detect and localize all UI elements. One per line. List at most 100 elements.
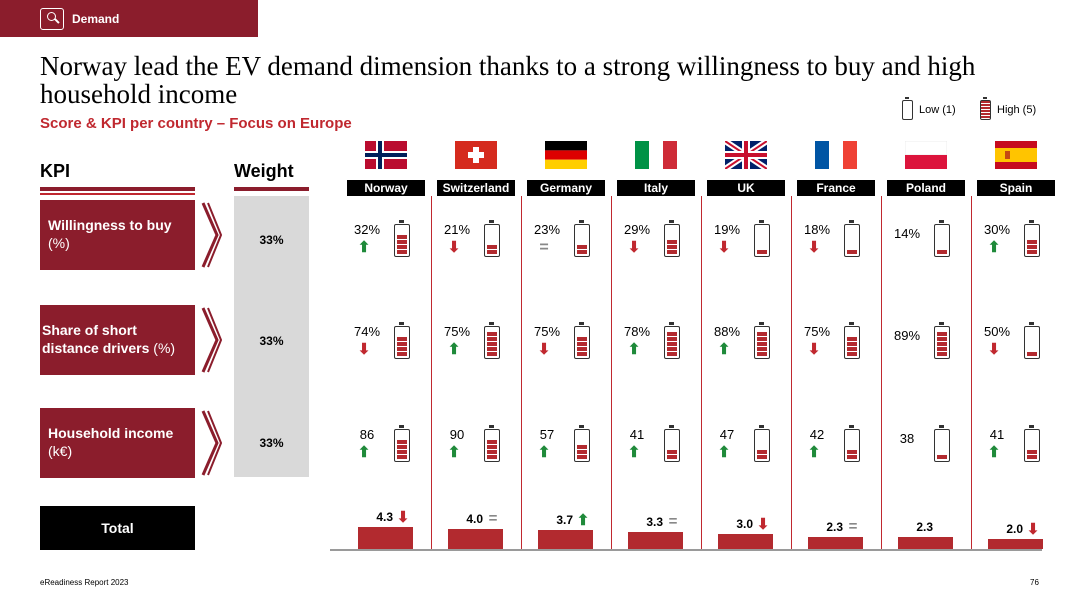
- battery-score-icon: [844, 322, 860, 359]
- battery-score-icon: [844, 425, 860, 462]
- page-title: Norway lead the EV demand dimension than…: [40, 51, 976, 109]
- legend-high: High (5): [980, 97, 1037, 120]
- spain-flag-icon: [995, 141, 1037, 169]
- battery-score-icon: [574, 425, 590, 462]
- trend-up-icon: ⬆: [717, 341, 731, 358]
- trend-up-icon: ⬆: [447, 341, 461, 358]
- search-person-icon: [40, 7, 64, 30]
- poland-flag-icon: [905, 141, 947, 169]
- trend-down-icon: ⬇: [1026, 521, 1040, 538]
- trend-down-icon: ⬇: [987, 341, 1001, 358]
- weight-value: 33%: [259, 233, 284, 247]
- battery-score-icon: [1024, 220, 1040, 257]
- trend-down-icon: ⬇: [756, 516, 770, 533]
- uk-flag-icon: [725, 141, 767, 169]
- norway-flag-icon: [365, 141, 407, 169]
- battery-score-icon: [574, 220, 590, 257]
- kpi-value: 41: [629, 427, 645, 442]
- country-header-switzerland: Switzerland: [437, 180, 515, 196]
- battery-score-icon: [934, 220, 950, 257]
- kpi-value: 86: [359, 427, 375, 442]
- total-bar: [448, 529, 503, 549]
- column-separator: [431, 196, 432, 550]
- total-value-label: 2.0: [1006, 522, 1023, 536]
- kpi-value: 50%: [983, 324, 1011, 339]
- total-value-label: 4.3: [376, 510, 393, 524]
- country-header-spain: Spain: [977, 180, 1055, 196]
- germany-flag-icon: [545, 141, 587, 169]
- kpi-value: 47: [719, 427, 735, 442]
- total-bar: [358, 527, 413, 549]
- trend-up-icon: ⬆: [717, 444, 731, 461]
- kpi-value: 75%: [803, 324, 831, 339]
- trend-up-icon: ⬆: [627, 341, 641, 358]
- country-header-italy: Italy: [617, 180, 695, 196]
- battery-score-icon: [664, 322, 680, 359]
- total-value-label: 3.3: [646, 515, 663, 529]
- country-header-france: France: [797, 180, 875, 196]
- kpi-value: 57: [539, 427, 555, 442]
- trend-down-icon: ⬇: [807, 341, 821, 358]
- section-tab: Demand: [0, 0, 258, 37]
- kpi-value: 38: [899, 431, 915, 446]
- kpi-value: 75%: [443, 324, 471, 339]
- total-value-label: 4.0: [466, 512, 483, 526]
- trend-eq-icon: =: [848, 518, 858, 535]
- switzerland-flag-icon: [455, 141, 497, 169]
- france-flag-icon: [815, 141, 857, 169]
- trend-up-icon: ⬆: [357, 444, 371, 461]
- battery-score-icon: [1024, 322, 1040, 359]
- trend-up-icon: ⬆: [447, 444, 461, 461]
- kpi-value: 42: [809, 427, 825, 442]
- trend-down-icon: ⬇: [717, 239, 731, 256]
- total-value-label: 2.3: [916, 520, 933, 534]
- kpi-value: 30%: [983, 222, 1011, 237]
- battery-score-icon: [664, 425, 680, 462]
- kpi-value: 90: [449, 427, 465, 442]
- kpi-header-rule-2: [40, 193, 195, 195]
- battery-low-icon: [902, 97, 913, 120]
- page-number: 76: [1030, 578, 1039, 587]
- kpi-value: 88%: [713, 324, 741, 339]
- trend-down-icon: ⬇: [396, 509, 410, 526]
- battery-score-icon: [1024, 425, 1040, 462]
- column-separator: [611, 196, 612, 550]
- battery-score-icon: [484, 220, 500, 257]
- battery-high-icon: [980, 97, 991, 120]
- total-bar: [808, 537, 863, 549]
- column-separator: [791, 196, 792, 550]
- total-label: Total: [40, 506, 195, 550]
- total-bar: [538, 530, 593, 549]
- battery-score-icon: [934, 425, 950, 462]
- country-header-poland: Poland: [887, 180, 965, 196]
- chevron-right-icon: [201, 202, 222, 268]
- weight-column: [234, 196, 309, 477]
- kpi-value: 75%: [533, 324, 561, 339]
- trend-eq-icon: =: [488, 510, 498, 527]
- legend-high-label: High (5): [997, 104, 1037, 116]
- column-separator: [521, 196, 522, 550]
- column-separator: [881, 196, 882, 550]
- country-header-norway: Norway: [347, 180, 425, 196]
- trend-up-icon: ⬆: [987, 444, 1001, 461]
- total-bar: [718, 534, 773, 549]
- total-value-label: 3.0: [736, 517, 753, 531]
- battery-score-icon: [484, 322, 500, 359]
- footer-report: eReadiness Report 2023: [40, 578, 129, 587]
- kpi-value: 18%: [803, 222, 831, 237]
- country-header-germany: Germany: [527, 180, 605, 196]
- kpi-willingness: Willingness to buy (%): [40, 200, 195, 270]
- weight-header: Weight: [234, 161, 294, 181]
- country-header-uk: UK: [707, 180, 785, 196]
- total-baseline: [330, 549, 1042, 551]
- kpi-unit: (k€): [48, 443, 73, 459]
- column-separator: [701, 196, 702, 550]
- kpi-value: 78%: [623, 324, 651, 339]
- weight-value: 33%: [259, 334, 284, 348]
- trend-down-icon: ⬇: [807, 239, 821, 256]
- kpi-short-distance: Share of short distance drivers (%): [40, 305, 195, 375]
- kpi-value: 19%: [713, 222, 741, 237]
- kpi-label: Household income: [48, 425, 174, 441]
- trend-eq-icon: =: [668, 513, 678, 530]
- kpi-label: Willingness to buy: [48, 217, 172, 233]
